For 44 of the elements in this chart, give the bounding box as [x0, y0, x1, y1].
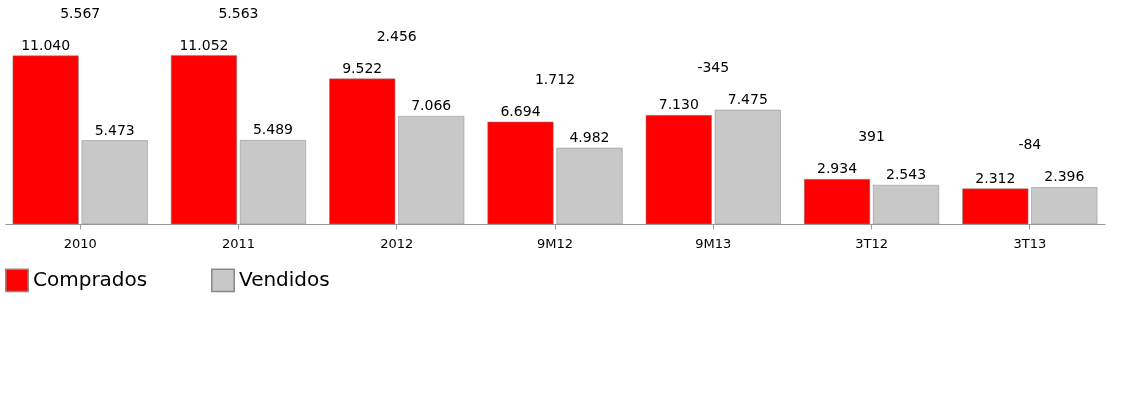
bar — [556, 147, 623, 225]
x-tick-label: 2010 — [63, 235, 97, 251]
data-label: 2.396 — [1044, 168, 1085, 185]
annotation: -84 — [1018, 136, 1042, 153]
data-label: 9.522 — [342, 59, 383, 76]
bar — [804, 179, 871, 225]
bar — [962, 188, 1029, 225]
text: 5.567 — [60, 4, 101, 21]
x-tick-label: 2011 — [221, 235, 255, 251]
bar — [12, 55, 79, 225]
bar — [329, 78, 396, 225]
x-tick-label: 9M13 — [695, 235, 732, 251]
data-label: 2.543 — [886, 166, 927, 183]
text: 2.456 — [376, 27, 417, 44]
annotation: 1.712 — [534, 70, 576, 87]
x-tick-label: 9M12 — [536, 235, 574, 251]
x-tick-label: 3T12 — [855, 235, 888, 251]
data-label: 7.130 — [658, 96, 699, 113]
data-label: 5.489 — [252, 121, 293, 138]
data-label: 11.040 — [21, 36, 71, 53]
data-label: 11.052 — [179, 36, 229, 53]
annotation: 391 — [858, 128, 885, 145]
data-label: 6.694 — [500, 102, 541, 119]
x-tick-label: 3T13 — [1013, 235, 1047, 251]
bar — [1031, 187, 1098, 225]
bar — [645, 115, 712, 225]
x-tick-label: 2012 — [380, 235, 414, 251]
text: 5.563 — [218, 4, 259, 21]
data-label: 2.312 — [975, 169, 1016, 186]
bar — [487, 121, 554, 225]
data-label: 5.473 — [94, 121, 135, 138]
legend-label: Vendidos — [239, 267, 330, 292]
annotation: -345 — [697, 59, 730, 76]
legend-label: Comprados — [33, 267, 148, 292]
bar — [398, 116, 465, 225]
bar — [170, 55, 237, 225]
bar — [239, 140, 306, 225]
bar — [873, 184, 940, 225]
bar — [714, 109, 781, 225]
data-label: 2.934 — [817, 160, 858, 177]
bar — [81, 140, 148, 225]
data-label: 4.982 — [569, 129, 610, 146]
data-label: 7.066 — [411, 97, 452, 114]
data-label: 7.475 — [727, 91, 768, 108]
